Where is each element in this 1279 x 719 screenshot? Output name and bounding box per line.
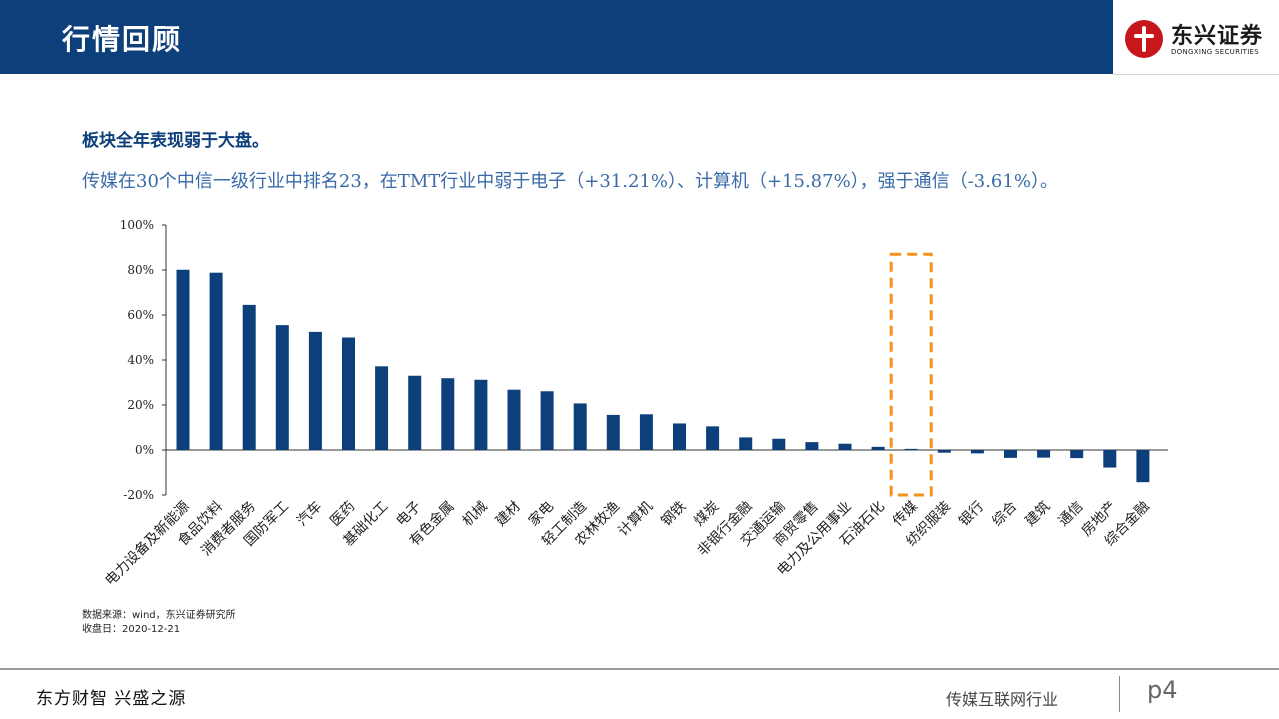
y-tick-label: 40% [127,353,154,367]
highlight-box [889,252,933,497]
x-tick-label: 建筑 [1022,499,1053,530]
y-tick-label: 60% [127,308,154,322]
section-description: 传媒在30个中信一级行业中排名23，在TMT行业中弱于电子（+31.21%）、计… [82,171,1058,192]
bar [209,272,223,450]
logo-mark-icon [1125,20,1163,58]
data-source: 数据来源：wind，东兴证券研究所 收盘日：2020-12-21 [82,609,236,637]
bar [408,375,422,450]
bar [739,437,753,450]
bar [970,450,984,454]
x-tick-label: 钢铁 [658,499,689,530]
bar [176,269,190,450]
bar [441,378,455,450]
footer-industry: 传媒互联网行业 [946,690,1059,709]
bar [275,325,289,450]
bar [1004,450,1017,458]
x-tick-label: 机械 [460,499,491,530]
x-tick-label: 建材 [493,499,524,530]
x-tick-label: 汽车 [293,498,325,530]
section-subtitle: 板块全年表现弱于大盘。 [82,131,269,151]
logo-name-en: DONGXING SECURITIES [1171,48,1260,56]
bar [805,442,819,450]
y-tick-label: -20% [123,488,154,502]
page-number: p4 [1147,676,1178,704]
footer-separator [1119,676,1120,712]
bar [673,423,686,450]
bar [772,438,786,450]
footer-slogan: 东方财智 兴盛之源 [36,689,187,709]
y-tick-label: 20% [127,398,154,412]
bar [937,450,951,453]
bar [474,379,488,450]
bar [242,304,256,450]
bar [375,366,389,450]
bar [871,446,885,450]
bar-chart: 100%80%60%40%20%0%-20%电力设备及新能源食品饮料消费者服务国… [102,218,1168,589]
x-tick-label: 计算机 [615,499,656,540]
bar [507,389,521,450]
logo: 东兴证券 DONGXING SECURITIES [1113,0,1279,75]
y-tick-label: 80% [127,263,154,277]
logo-name-cn: 东兴证券 [1171,24,1264,49]
bar [838,443,852,450]
close-date-line: 收盘日：2020-12-21 [82,624,181,635]
x-tick-label: 综合 [989,499,1020,530]
bar [904,448,918,450]
bar [342,337,355,450]
source-line: 数据来源：wind，东兴证券研究所 [82,610,236,621]
y-tick-label: 0% [135,443,154,457]
bar [639,414,653,450]
bar [1037,450,1051,458]
footer-divider [0,668,1279,670]
bar [1136,450,1150,483]
bar [573,403,587,450]
bar [1103,450,1117,468]
bar [540,391,554,450]
y-tick-label: 100% [120,218,154,232]
bar [308,331,322,450]
bar [606,414,620,450]
x-tick-label: 银行 [956,499,987,530]
page-title: 行情回顾 [62,23,183,56]
header-bar: 行情回顾 [0,0,1113,74]
bar [706,426,720,450]
bar [1070,450,1084,459]
